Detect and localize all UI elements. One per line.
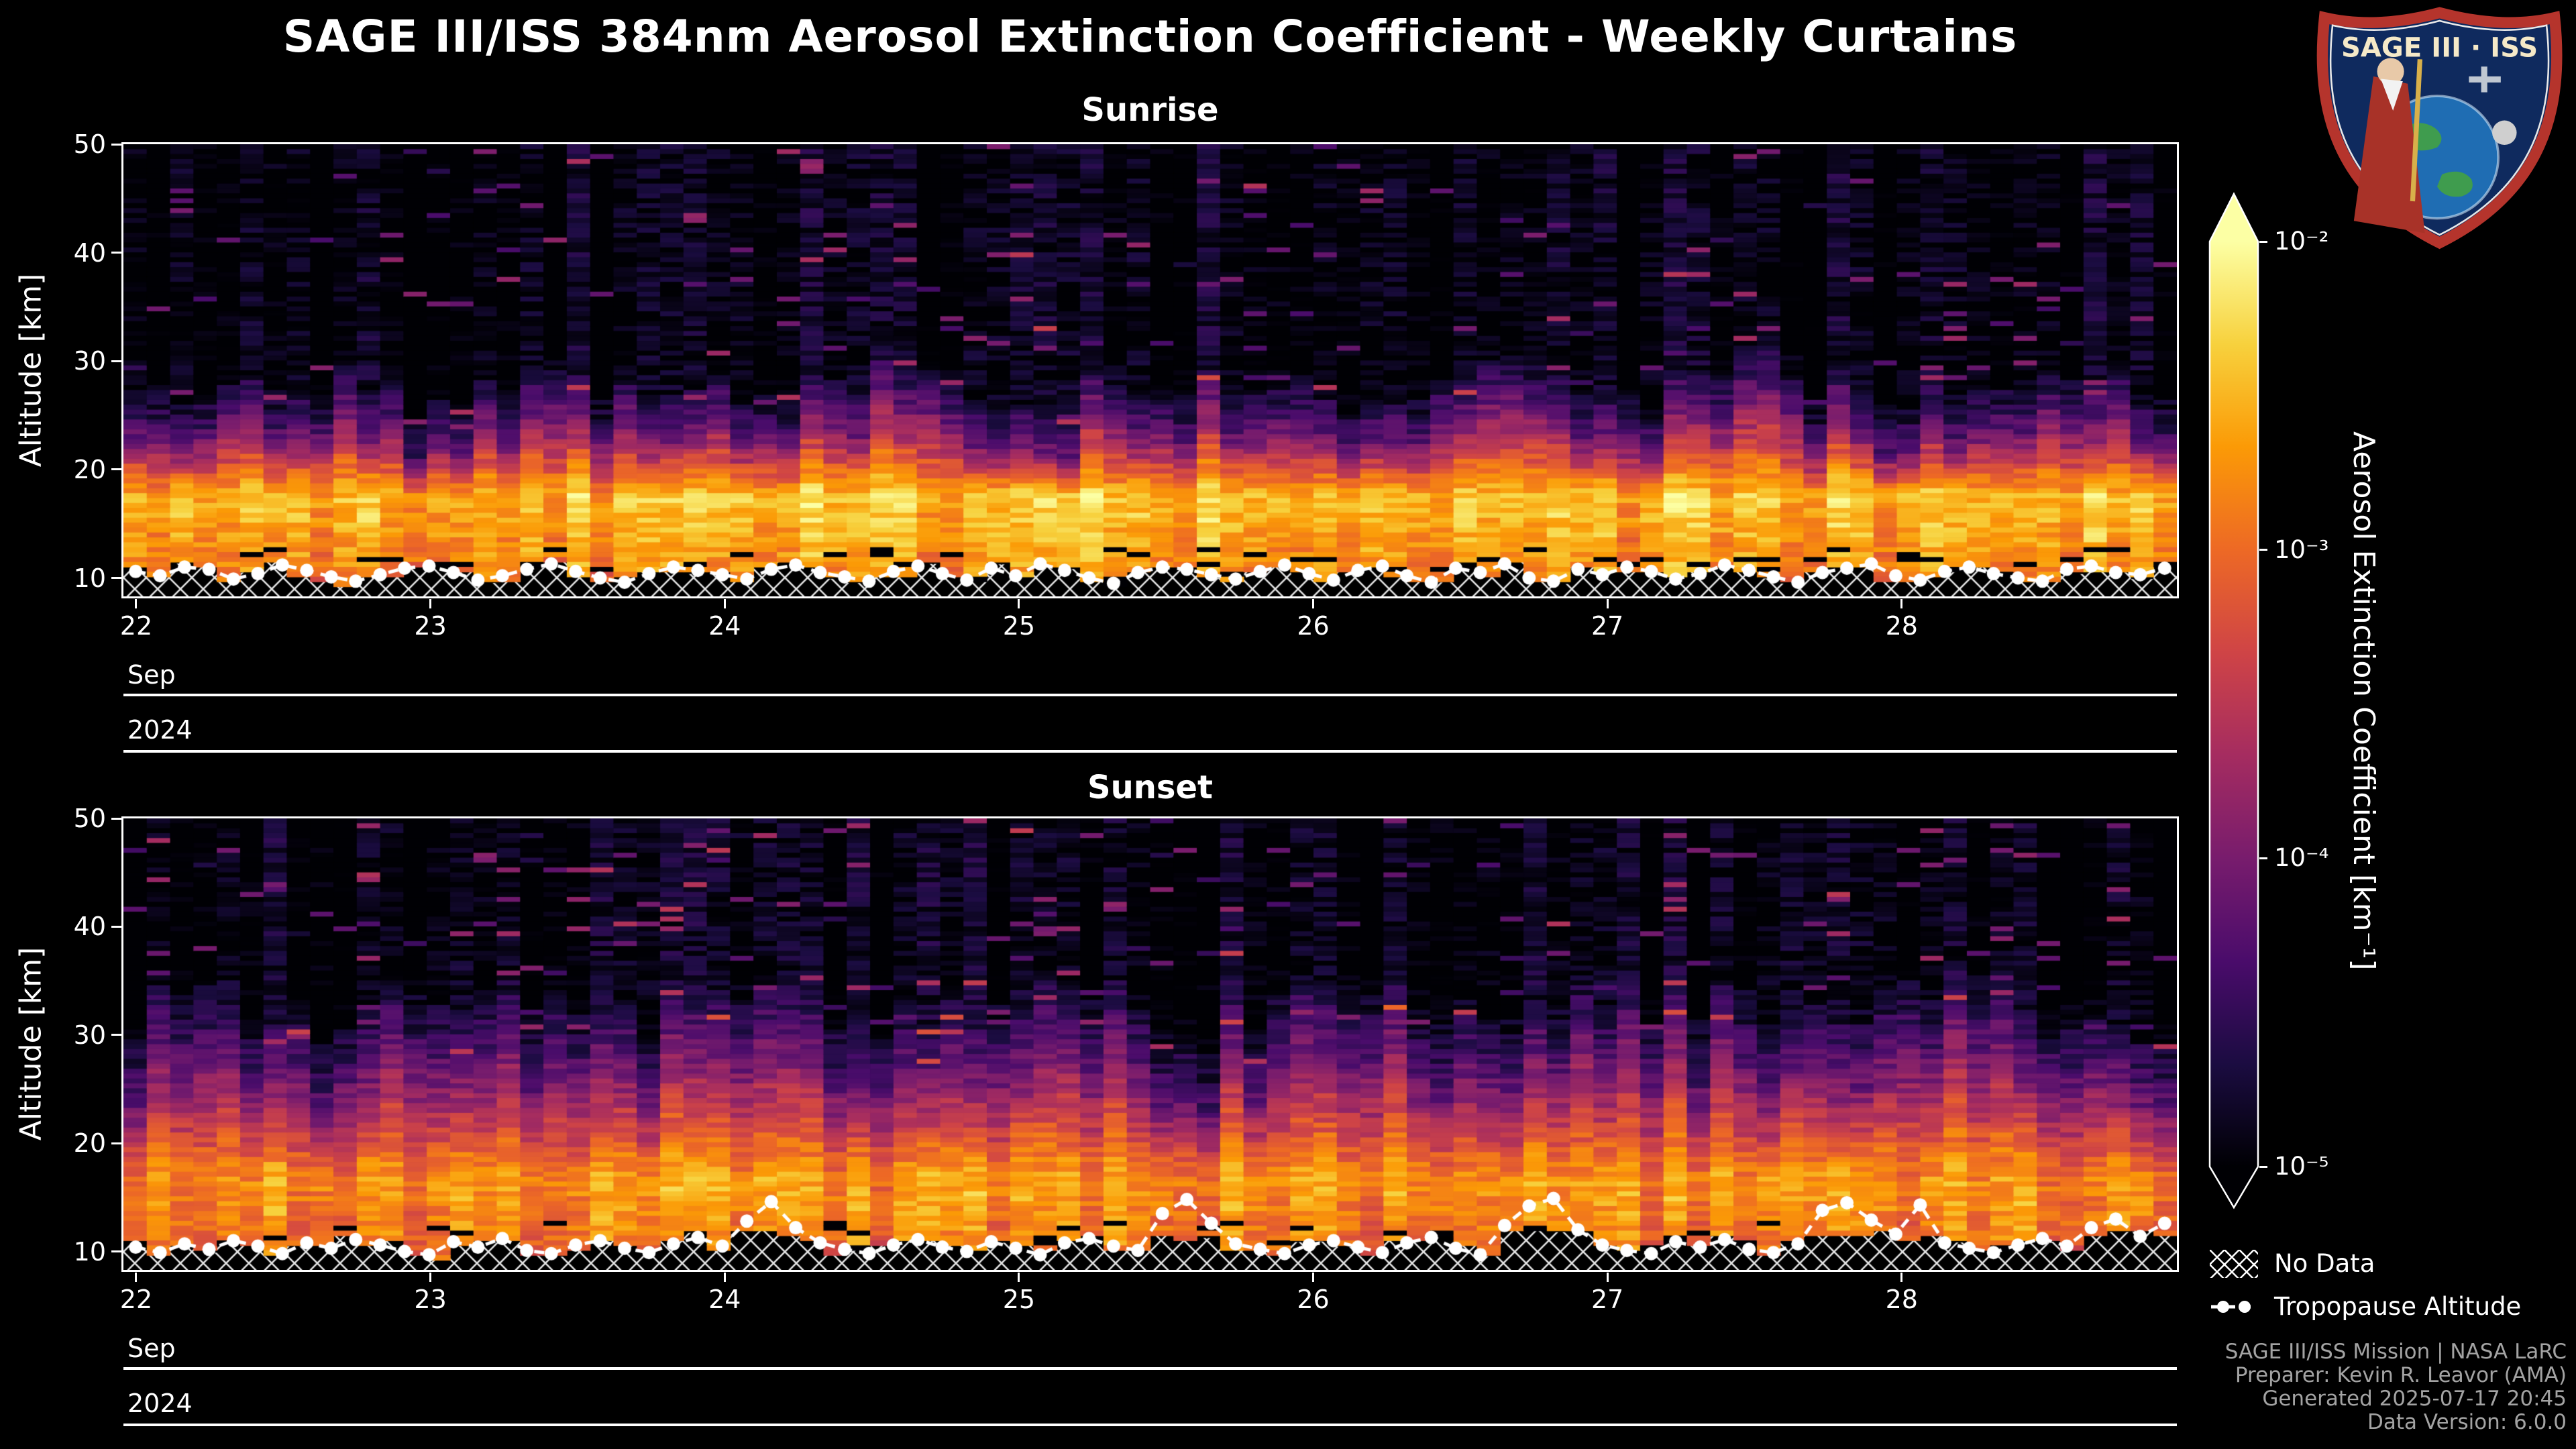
x-tick-mark (1312, 599, 1315, 608)
x-tick-label: 26 (1297, 1285, 1330, 1314)
y-tick-mark (111, 1250, 121, 1253)
colorbar-tick-label: 10⁻⁴ (2274, 843, 2329, 873)
legend-item-tropopause: Tropopause Altitude (2210, 1292, 2521, 1321)
y-tick-mark (111, 143, 121, 146)
colorbar-tick-mark (2259, 549, 2267, 551)
colorbar-tick-label: 10⁻³ (2274, 535, 2329, 564)
sunrise-heatmap-plot: 22 23 24 25 26 27 28 10 20 30 40 50 (74, 129, 2179, 641)
colorbar-tick-mark (2259, 857, 2267, 859)
colorbar-label-wrap: Aerosol Extinction Coefficient [km⁻¹] (2347, 194, 2381, 1208)
x-tick-label: 25 (1002, 611, 1036, 641)
y-tick-label: 40 (73, 237, 106, 268)
sunrise-year-label: 2024 (127, 715, 193, 745)
x-tick-mark (1606, 599, 1609, 608)
colorbar-label: Aerosol Extinction Coefficient [km⁻¹] (2347, 431, 2381, 971)
colorbar-tick-label: 10⁻² (2274, 227, 2329, 256)
x-tick-label: 27 (1591, 611, 1624, 641)
no-data-label: No Data (2274, 1249, 2375, 1278)
panel-title-sunrise: Sunrise (1081, 91, 1219, 129)
y-tick-mark (111, 468, 121, 471)
y-tick-label: 20 (73, 1128, 106, 1159)
x-tick-label: 22 (119, 1285, 153, 1314)
y-tick-mark (111, 252, 121, 254)
sage-iii-iss-mission-patch-icon: SAGE III · ISS (2316, 7, 2563, 250)
x-tick-label: 23 (414, 1285, 447, 1314)
date-axis-separator (123, 1424, 2177, 1426)
x-tick-label: 27 (1591, 1285, 1624, 1314)
tropopause-label: Tropopause Altitude (2274, 1292, 2522, 1321)
legend-item-no-data: No Data (2210, 1249, 2375, 1278)
colorbar (2208, 192, 2259, 1210)
x-tick-label: 25 (1002, 1285, 1036, 1314)
x-tick-mark (1312, 1273, 1315, 1282)
x-tick-mark (1900, 599, 1903, 608)
figure-title: SAGE III/ISS 384nm Aerosol Extinction Co… (282, 11, 2018, 62)
footer-line-generated: Generated 2025-07-17 20:45 (2262, 1387, 2567, 1411)
mission-patch-text: SAGE III · ISS (2341, 33, 2538, 64)
sunrise-y-axis-label: Altitude [km] (13, 273, 48, 468)
y-tick-label: 30 (73, 1020, 106, 1050)
x-tick-mark (135, 1273, 138, 1282)
x-tick-mark (135, 599, 138, 608)
x-tick-label: 26 (1297, 611, 1330, 641)
date-axis-separator (123, 694, 2177, 696)
sunrise-heatmap-canvas (123, 144, 2177, 596)
footer-line-preparer: Preparer: Kevin R. Leavor (AMA) (2235, 1363, 2567, 1387)
sunset-heatmap-plot: 22 23 24 25 26 27 28 10 20 30 40 50 (74, 804, 2179, 1314)
x-tick-mark (723, 599, 726, 608)
y-tick-mark (111, 360, 121, 362)
sunset-month-label: Sep (127, 1334, 176, 1363)
y-tick-mark (111, 925, 121, 928)
x-tick-mark (429, 1273, 432, 1282)
x-tick-label: 28 (1885, 1285, 1918, 1314)
y-tick-label: 50 (73, 804, 106, 833)
sunset-heatmap-canvas (123, 818, 2177, 1270)
tropopause-marker-icon (2211, 1300, 2257, 1313)
y-tick-label: 10 (73, 563, 106, 593)
x-tick-label: 28 (1885, 611, 1918, 641)
footer-credits: SAGE III/ISS Mission | NASA LaRC Prepare… (2225, 1340, 2567, 1434)
date-axis-separator (123, 1367, 2177, 1370)
x-tick-mark (723, 1273, 726, 1282)
x-tick-mark (1018, 599, 1020, 608)
x-tick-label: 24 (708, 611, 741, 641)
y-tick-mark (111, 1034, 121, 1036)
x-tick-mark (1606, 1273, 1609, 1282)
sunrise-month-label: Sep (127, 660, 176, 690)
y-tick-label: 20 (73, 454, 106, 484)
y-tick-label: 10 (73, 1236, 106, 1267)
panel-title-sunset: Sunset (1087, 769, 1213, 806)
colorbar-tick-mark (2259, 1165, 2267, 1168)
date-axis-separator (123, 750, 2177, 753)
x-tick-label: 23 (414, 611, 447, 641)
y-tick-mark (111, 817, 121, 820)
y-tick-label: 50 (73, 129, 106, 159)
colorbar-tick-mark (2259, 240, 2267, 243)
y-tick-mark (111, 577, 121, 580)
footer-line-version: Data Version: 6.0.0 (2367, 1410, 2567, 1434)
x-tick-label: 22 (119, 611, 153, 641)
y-tick-label: 40 (73, 912, 106, 942)
sunset-y-axis-label: Altitude [km] (13, 947, 48, 1141)
x-tick-mark (1900, 1273, 1903, 1282)
x-tick-mark (1018, 1273, 1020, 1282)
x-tick-mark (429, 599, 432, 608)
colorbar-tick-label: 10⁻⁵ (2274, 1152, 2329, 1181)
x-tick-label: 24 (708, 1285, 741, 1314)
footer-line-mission: SAGE III/ISS Mission | NASA LaRC (2224, 1340, 2567, 1364)
sunset-year-label: 2024 (127, 1389, 193, 1418)
y-tick-mark (111, 1142, 121, 1144)
no-data-hatch-swatch-icon (2210, 1249, 2258, 1278)
y-tick-label: 30 (73, 346, 106, 376)
